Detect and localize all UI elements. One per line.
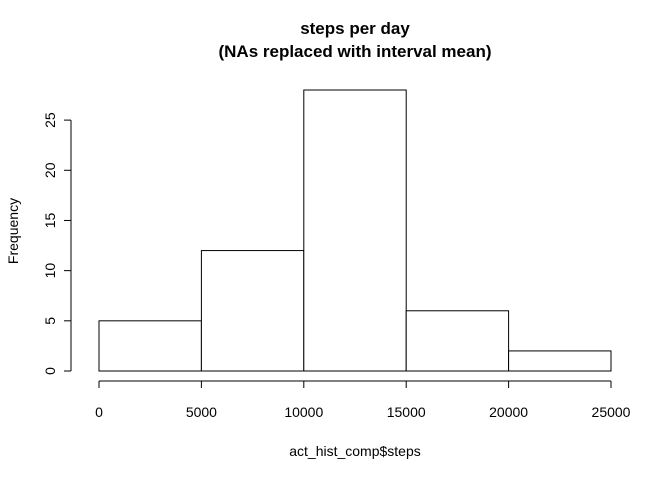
y-axis-label: Frequency xyxy=(5,198,21,264)
histogram-bar-1 xyxy=(98,320,202,372)
y-tick-label: 5 xyxy=(42,317,58,325)
x-axis-ticks: 0 5000 10000 15000 20000 25000 xyxy=(95,381,631,420)
x-tick-label: 10000 xyxy=(284,404,323,420)
x-tick-label: 0 xyxy=(95,404,103,420)
x-tick-label: 15000 xyxy=(387,404,426,420)
histogram-bar-5 xyxy=(508,350,612,372)
y-tick-label: 10 xyxy=(42,263,58,279)
x-tick-label: 5000 xyxy=(186,404,217,420)
x-tick-label: 25000 xyxy=(592,404,631,420)
y-tick-label: 25 xyxy=(42,112,58,128)
histogram-bar-4 xyxy=(405,310,510,372)
histogram-bar-2 xyxy=(200,250,305,372)
x-tick-label: 20000 xyxy=(489,404,528,420)
y-tick-label: 0 xyxy=(42,367,58,375)
y-axis-ticks: 0 5 10 15 20 25 xyxy=(42,112,71,375)
histogram-bar-3 xyxy=(303,89,407,372)
chart-title: steps per day xyxy=(300,19,410,38)
y-tick-label: 15 xyxy=(42,212,58,228)
chart-subtitle: (NAs replaced with interval mean) xyxy=(218,42,491,61)
histogram-bars xyxy=(98,89,612,372)
x-axis-label: act_hist_comp$steps xyxy=(289,443,421,459)
y-tick-label: 20 xyxy=(42,162,58,178)
